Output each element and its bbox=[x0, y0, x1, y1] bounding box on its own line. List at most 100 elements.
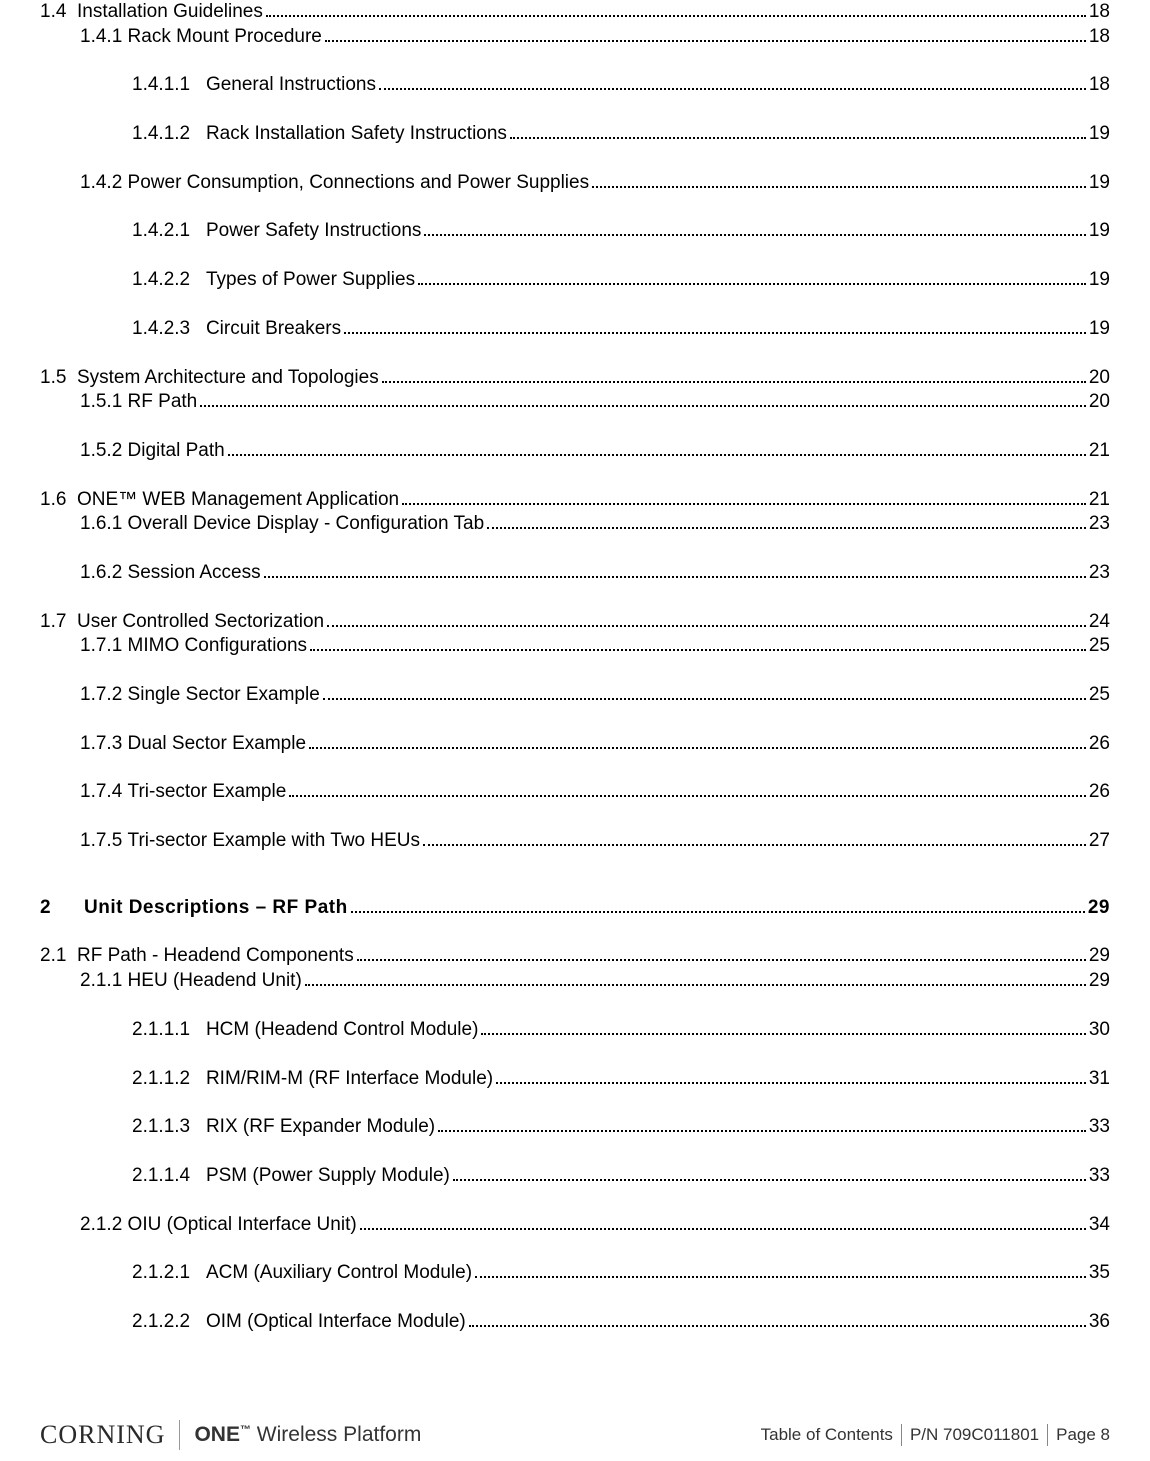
toc-leader-dots bbox=[592, 186, 1086, 188]
toc-number: 1.4 bbox=[40, 0, 77, 25]
toc-entry: 1.4.2 Power Consumption, Connections and… bbox=[40, 171, 1110, 196]
footer-meta: Table of Contents P/N 709C011801 Page 8 bbox=[761, 1424, 1110, 1446]
toc-leader-dots bbox=[289, 795, 1086, 797]
toc-title: Tri-sector Example bbox=[128, 780, 287, 805]
toc-page: 25 bbox=[1089, 683, 1110, 708]
footer-brand: CORNING ONE™ Wireless Platform bbox=[40, 1420, 421, 1450]
toc-leader-dots bbox=[327, 625, 1086, 627]
toc-title: Power Safety Instructions bbox=[206, 219, 421, 244]
toc-entry: 2Unit Descriptions – RF Path29 bbox=[40, 896, 1110, 921]
toc-leader-dots bbox=[475, 1276, 1086, 1278]
toc-entry: 1.7.1 MIMO Configurations25 bbox=[40, 634, 1110, 659]
toc-page: 35 bbox=[1089, 1261, 1110, 1286]
toc-number: 1.4.2.1 bbox=[132, 219, 206, 244]
toc-number: 1.5.2 bbox=[80, 439, 128, 464]
toc-number: 1.4.2 bbox=[80, 171, 128, 196]
toc-entry: 2.1.1.1HCM (Headend Control Module)30 bbox=[40, 1018, 1110, 1043]
toc-title: Session Access bbox=[128, 561, 261, 586]
toc-page: 33 bbox=[1089, 1164, 1110, 1189]
toc-title: Power Consumption, Connections and Power… bbox=[128, 171, 590, 196]
toc-page: 20 bbox=[1089, 366, 1110, 391]
toc-number: 1.7.2 bbox=[80, 683, 128, 708]
toc-number: 2.1.1.4 bbox=[132, 1164, 206, 1189]
toc-page: 26 bbox=[1089, 732, 1110, 757]
toc-number: 1.5.1 bbox=[80, 390, 128, 415]
toc-page: 23 bbox=[1089, 561, 1110, 586]
toc-number: 1.6 bbox=[40, 488, 77, 513]
toc-page: 27 bbox=[1089, 829, 1110, 854]
footer-sep-icon bbox=[1047, 1424, 1048, 1446]
toc-entry: 1.4.1.2Rack Installation Safety Instruct… bbox=[40, 122, 1110, 147]
toc-leader-dots bbox=[382, 381, 1086, 383]
toc-page: 19 bbox=[1089, 219, 1110, 244]
toc-title: OIM (Optical Interface Module) bbox=[206, 1310, 466, 1335]
toc-page: 21 bbox=[1089, 488, 1110, 513]
toc-leader-dots bbox=[264, 576, 1086, 578]
toc-number: 2.1.1.1 bbox=[132, 1018, 206, 1043]
toc-entry: 2.1.1.3RIX (RF Expander Module)33 bbox=[40, 1115, 1110, 1140]
toc-title: RIM/RIM-M (RF Interface Module) bbox=[206, 1067, 493, 1092]
toc-leader-dots bbox=[402, 503, 1086, 505]
toc-leader-dots bbox=[310, 649, 1086, 651]
toc-page: 18 bbox=[1089, 25, 1110, 50]
toc-page: 36 bbox=[1089, 1310, 1110, 1335]
toc-entry: 1.7.4 Tri-sector Example26 bbox=[40, 780, 1110, 805]
footer-sep-icon bbox=[901, 1424, 902, 1446]
toc-leader-dots bbox=[200, 405, 1086, 407]
toc-number: 2.1 bbox=[40, 944, 77, 969]
toc-entry: 2.1.1 HEU (Headend Unit)29 bbox=[40, 969, 1110, 994]
toc-number: 1.4.2.3 bbox=[132, 317, 206, 342]
toc-page: 18 bbox=[1089, 73, 1110, 98]
brand-divider bbox=[179, 1420, 180, 1450]
toc-entry: 2.1.2.1ACM (Auxiliary Control Module) 35 bbox=[40, 1261, 1110, 1286]
toc-title: System Architecture and Topologies bbox=[77, 366, 379, 391]
toc-leader-dots bbox=[351, 911, 1085, 913]
toc-number: 1.7.3 bbox=[80, 732, 128, 757]
toc-entry: 1.4.1.1General Instructions18 bbox=[40, 73, 1110, 98]
toc-title: Digital Path bbox=[128, 439, 225, 464]
page-footer: CORNING ONE™ Wireless Platform Table of … bbox=[0, 1409, 1150, 1461]
toc-entry: 1.7.5 Tri-sector Example with Two HEUs27 bbox=[40, 829, 1110, 854]
toc-page: 21 bbox=[1089, 439, 1110, 464]
toc-page: 25 bbox=[1089, 634, 1110, 659]
toc-number: 2.1.1 bbox=[80, 969, 128, 994]
toc-entry: 1.4.2.1Power Safety Instructions 19 bbox=[40, 219, 1110, 244]
toc-title: RF Path bbox=[128, 390, 198, 415]
toc-leader-dots bbox=[438, 1130, 1086, 1132]
toc-leader-dots bbox=[418, 283, 1086, 285]
toc-leader-dots bbox=[323, 698, 1086, 700]
toc-title: Circuit Breakers bbox=[206, 317, 341, 342]
toc-title: Rack Mount Procedure bbox=[128, 25, 322, 50]
toc-title: ACM (Auxiliary Control Module) bbox=[206, 1261, 472, 1286]
toc-title: RIX (RF Expander Module) bbox=[206, 1115, 435, 1140]
toc-number: 2.1.2 bbox=[80, 1213, 128, 1238]
toc-leader-dots bbox=[453, 1179, 1086, 1181]
toc-title: OIU (Optical Interface Unit) bbox=[128, 1213, 357, 1238]
toc-leader-dots bbox=[309, 747, 1086, 749]
toc-number: 2.1.2.1 bbox=[132, 1261, 206, 1286]
toc-page: 29 bbox=[1089, 969, 1110, 994]
toc-title: Unit Descriptions – RF Path bbox=[84, 896, 348, 921]
footer-page: Page 8 bbox=[1056, 1425, 1110, 1445]
toc-page: 31 bbox=[1089, 1067, 1110, 1092]
footer-pn: P/N 709C011801 bbox=[910, 1425, 1039, 1445]
toc-page: 29 bbox=[1088, 896, 1110, 921]
toc-title: Installation Guidelines bbox=[77, 0, 263, 25]
toc-page: 30 bbox=[1089, 1018, 1110, 1043]
brand-one: ONE™ Wireless Platform bbox=[194, 1423, 421, 1447]
toc-title: Single Sector Example bbox=[128, 683, 320, 708]
toc-entry: 1.5.2 Digital Path 21 bbox=[40, 439, 1110, 464]
toc-number: 1.7.5 bbox=[80, 829, 128, 854]
toc-entry: 1.7.3 Dual Sector Example26 bbox=[40, 732, 1110, 757]
toc-entry: 1.7.2 Single Sector Example 25 bbox=[40, 683, 1110, 708]
toc-leader-dots bbox=[228, 454, 1086, 456]
toc-page: 19 bbox=[1089, 317, 1110, 342]
toc-entry: 2.1 RF Path - Headend Components29 bbox=[40, 944, 1110, 969]
toc-page: 34 bbox=[1089, 1213, 1110, 1238]
toc-entry: 1.6 ONE™ WEB Management Application21 bbox=[40, 488, 1110, 513]
toc-content: 1.4 Installation Guidelines181.4.1 Rack … bbox=[40, 0, 1110, 1335]
toc-leader-dots bbox=[344, 332, 1086, 334]
toc-number: 1.6.1 bbox=[80, 512, 128, 537]
toc-title: RF Path - Headend Components bbox=[77, 944, 354, 969]
toc-entry: 1.4.1 Rack Mount Procedure18 bbox=[40, 25, 1110, 50]
